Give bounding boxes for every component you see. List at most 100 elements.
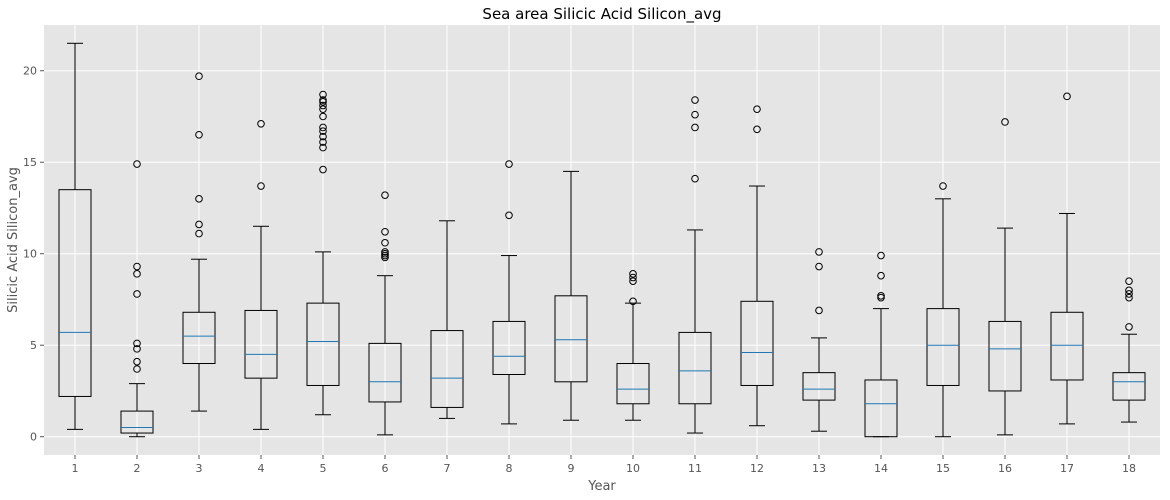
- x-tick-label: 7: [444, 462, 451, 475]
- x-tick-label: 8: [506, 462, 513, 475]
- outlier-point: [381, 248, 389, 256]
- outlier-point: [133, 262, 141, 271]
- plot-background: [44, 25, 1160, 455]
- outlier-point: [753, 125, 761, 134]
- box-7: [430, 220, 464, 419]
- outlier-point: [1125, 286, 1133, 295]
- outlier-point: [877, 271, 885, 280]
- outlier-point: [319, 143, 327, 152]
- outlier-point: [1063, 92, 1071, 101]
- x-axis-label: Year: [587, 479, 616, 494]
- box-13: [802, 248, 836, 432]
- outlier-point: [319, 105, 327, 113]
- box-14: [864, 251, 898, 438]
- iqr-box: [58, 189, 92, 397]
- outlier-point: [505, 211, 513, 220]
- outlier-point: [195, 220, 203, 229]
- chart-title: Sea area Silicic Acid Silicon_avg: [482, 5, 721, 24]
- box-5: [306, 90, 340, 416]
- outlier-point: [939, 182, 947, 190]
- iqr-box: [864, 379, 898, 438]
- outlier-point: [195, 72, 203, 81]
- box-12: [740, 105, 774, 427]
- boxes-layer: [58, 42, 1146, 438]
- y-tick-label: 10: [23, 248, 37, 261]
- outlier-point: [319, 165, 327, 174]
- y-tick-label: 20: [23, 65, 37, 78]
- outlier-point: [877, 251, 885, 260]
- iqr-box: [802, 372, 836, 401]
- outlier-point: [815, 262, 823, 271]
- outlier-point: [629, 297, 637, 306]
- iqr-box: [368, 342, 402, 403]
- x-tick-label: 18: [1122, 462, 1136, 475]
- outlier-point: [629, 270, 637, 278]
- x-tick-label: 10: [626, 462, 640, 475]
- x-tick-label: 2: [134, 462, 141, 475]
- outlier-point: [319, 101, 327, 110]
- outlier-point: [319, 90, 327, 99]
- x-tick-label: 17: [1060, 462, 1074, 475]
- outlier-point: [133, 160, 141, 168]
- outlier-point: [319, 112, 327, 121]
- outlier-point: [691, 110, 699, 119]
- box-17: [1050, 92, 1084, 425]
- y-axis-label: Silicic Acid Silicon_avg: [6, 167, 21, 313]
- x-tick-label: 14: [874, 462, 888, 475]
- x-tick-label: 5: [320, 462, 327, 475]
- outlier-point: [257, 120, 265, 128]
- y-tick-label: 5: [30, 339, 37, 352]
- box-8: [492, 160, 526, 425]
- outlier-point: [133, 290, 141, 298]
- iqr-box: [554, 295, 588, 383]
- outlier-point: [195, 130, 203, 139]
- iqr-box: [492, 320, 526, 375]
- x-tick-label: 12: [750, 462, 764, 475]
- outlier-point: [629, 273, 637, 282]
- outlier-point: [195, 195, 203, 203]
- outlier-point: [753, 105, 761, 113]
- x-tick-label: 11: [688, 462, 702, 475]
- outlier-point: [381, 227, 389, 236]
- outlier-point: [691, 123, 699, 132]
- x-tick-label: 4: [258, 462, 265, 475]
- outlier-point: [319, 138, 327, 146]
- box-15: [926, 182, 960, 438]
- x-tick-label: 16: [998, 462, 1012, 475]
- box-4: [244, 120, 278, 430]
- iqr-box: [182, 311, 216, 365]
- box-18: [1112, 277, 1146, 423]
- outlier-point: [1001, 118, 1009, 126]
- iqr-box: [430, 330, 464, 408]
- x-tick-label: 1: [72, 462, 79, 475]
- outlier-point: [1125, 323, 1133, 331]
- outlier-point: [1125, 277, 1133, 285]
- outlier-point: [133, 345, 141, 353]
- outlier-point: [815, 248, 823, 256]
- iqr-box: [306, 302, 340, 386]
- x-tick-label: 9: [568, 462, 575, 475]
- x-tick-label: 3: [196, 462, 203, 475]
- outlier-point: [691, 96, 699, 104]
- outlier-point: [133, 270, 141, 278]
- box-3: [182, 72, 216, 412]
- outlier-point: [319, 132, 327, 141]
- iqr-box: [740, 300, 774, 386]
- iqr-box: [244, 309, 278, 379]
- iqr-box: [1112, 372, 1146, 401]
- box-9: [554, 170, 588, 421]
- outlier-point: [877, 292, 885, 300]
- iqr-box: [926, 308, 960, 386]
- iqr-box: [678, 331, 712, 405]
- x-tick-label: 15: [936, 462, 950, 475]
- y-tick-label: 0: [30, 431, 37, 444]
- outlier-point: [195, 229, 203, 238]
- y-tick-label: 15: [23, 156, 37, 169]
- outlier-point: [1125, 293, 1133, 302]
- outlier-point: [133, 365, 141, 373]
- outlier-point: [505, 160, 513, 168]
- box-16: [988, 118, 1022, 436]
- outlier-point: [319, 96, 327, 104]
